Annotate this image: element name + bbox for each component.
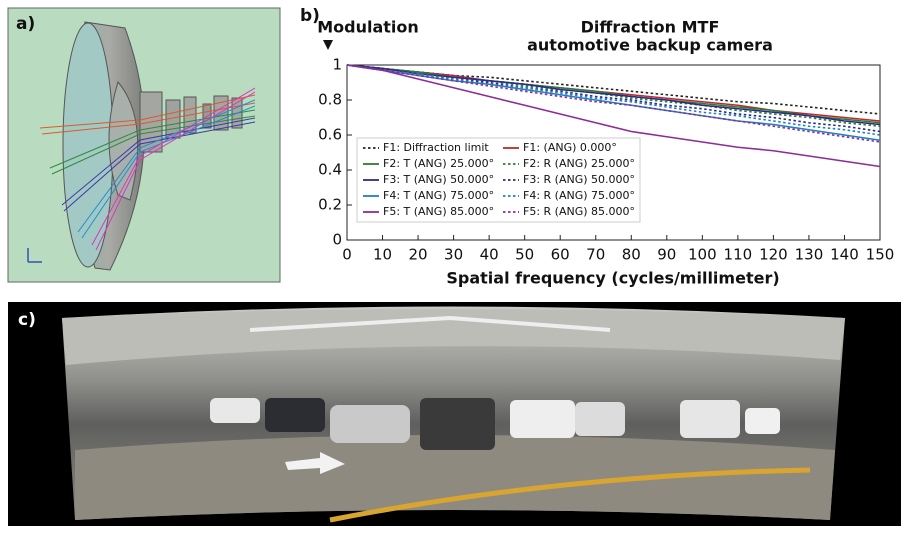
ray [95,91,256,251]
ceiling-light [249,315,611,332]
car [575,402,625,436]
ray [61,117,256,206]
y-tick-label: 0.8 [318,91,342,109]
chart-title: Diffraction MTF [581,18,720,37]
y-tick-label: 0.4 [318,161,342,179]
series-line [346,64,881,126]
car [420,398,495,450]
y-tick-label: 0.2 [318,196,342,214]
lens-diagram [7,7,281,283]
y-tick-label: 0 [332,231,342,249]
series-line [346,64,881,115]
car [265,398,325,432]
legend-entry: F3: T (ANG) 50.000° [383,173,494,186]
floor-arrow [285,452,345,474]
chart-subtitle: automotive backup camera [527,36,773,55]
x-axis-label: Spatial frequency (cycles/millimeter) [446,269,779,288]
legend-entry: F5: T (ANG) 85.000° [383,205,494,218]
ray [39,94,256,129]
ray [81,105,256,239]
y-tick-label: 1 [332,56,342,74]
legend: F1: Diffraction limit F1: (ANG) 0.000° F2:… [356,137,641,223]
x-tick-label: 110 [724,246,753,264]
legend-entry: F2: T (ANG) 25.000° [383,157,494,170]
x-tick-label: 100 [688,246,717,264]
y-axis-label: Modulation [317,18,419,37]
x-tick-label: 150 [866,246,895,264]
x-tick-label: 60 [551,246,570,264]
legend-entry: F2: R (ANG) 25.000° [523,157,635,170]
x-tick-label: 0 [342,246,352,264]
axis-glyph [27,248,42,263]
legend-box [356,137,641,223]
legend-entry: F4: R (ANG) 75.000° [523,189,635,202]
series-line [346,64,881,122]
lens-element [108,80,139,201]
x-tick-label: 40 [480,246,499,264]
legend-entry: F1: (ANG) 0.000° [523,141,617,154]
ray [51,115,256,175]
ray [91,87,256,246]
car [510,400,575,438]
ray [63,121,256,212]
cars [210,398,780,450]
ray [41,102,256,135]
legend-entry: F4: T (ANG) 75.000° [383,189,494,202]
series-line [346,64,881,128]
x-tick-label: 30 [444,246,463,264]
car [745,408,780,434]
x-tick-label: 50 [515,246,534,264]
car [680,400,740,438]
x-tick-label: 140 [830,246,859,264]
ray [49,109,256,169]
x-tick-label: 80 [622,246,641,264]
series-line [346,64,881,124]
legend-entry: F1: Diffraction limit [383,141,489,154]
x-tick-label: 20 [409,246,428,264]
panel-label: c) [18,310,36,330]
floor [75,435,835,520]
y-tick-label: 0.6 [318,126,342,144]
series-line [346,64,881,142]
ceiling [62,309,845,365]
x-tick-label: 70 [586,246,605,264]
x-tick-label: 130 [795,246,824,264]
panel-label: a) [16,14,35,34]
x-tick-label: 90 [657,246,676,264]
rays [39,87,256,251]
floor-line [329,467,811,523]
car [330,405,410,443]
legend-entry: F3: R (ANG) 50.000° [523,173,635,186]
x-tick-label: 10 [373,246,392,264]
series-line [346,64,881,168]
car [210,398,260,423]
y-axis-arrow [323,40,333,50]
ray [77,99,256,233]
legend-entry: F5: R (ANG) 85.000° [523,205,635,218]
x-tick-label: 120 [759,246,788,264]
panorama-photo [8,302,901,526]
panel-label: b) [300,6,320,26]
